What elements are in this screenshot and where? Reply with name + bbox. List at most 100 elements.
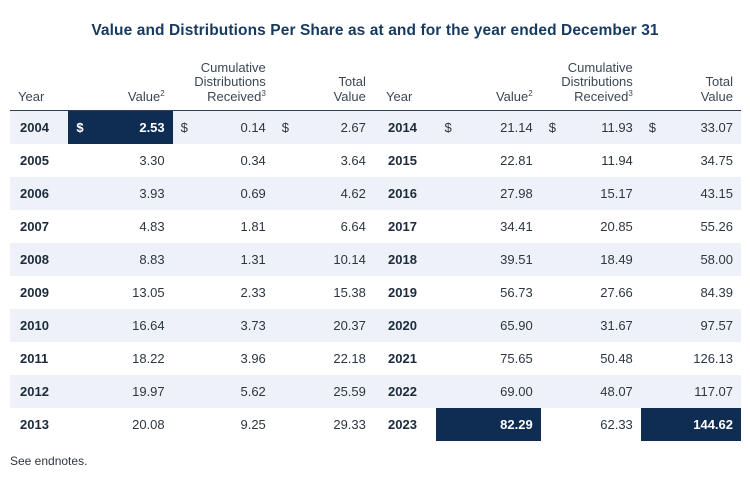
header-total-value: Total Value [333,74,366,104]
column-gap [373,143,379,177]
value-cell: 65.90 [436,308,541,342]
column-gap [373,209,379,243]
cumulative-cell: 5.62 [172,374,274,408]
value-cell: 69.00 [436,374,541,408]
year-cell: 2014 [378,110,437,144]
year-cell: 2017 [378,209,437,243]
cumulative-cell: 0.34 [172,143,274,177]
year-cell: 2009 [10,275,69,309]
header-value: Value2 [495,88,533,104]
table-row: 2007 4.83 1.81 6.64 2017 34.41 20.85 55.… [10,209,741,243]
header-total-value: Total Value [700,74,733,104]
year-cell: 2021 [378,341,437,375]
year-cell: 2006 [10,176,69,210]
value-cell: 3.30 [68,143,173,177]
total-cell: 34.75 [640,143,741,177]
year-cell: 2008 [10,242,69,276]
table-row: 2013 20.08 9.25 29.33 2023 82.29 62.33 1… [10,407,741,441]
table-body: 2004 $2.53 $0.14 $2.67 2014 $21.14 $11.9… [10,110,741,441]
column-gap [373,308,379,342]
value-cell-highlighted: 82.29 [436,407,541,441]
total-cell: 55.26 [640,209,741,243]
currency-symbol: $ [281,119,290,135]
column-gap [373,341,379,375]
header-year: Year [18,88,45,104]
currency-symbol: $ [444,119,452,135]
table-row: 2010 16.64 3.73 20.37 2020 65.90 31.67 9… [10,308,741,342]
currency-symbol: $ [76,119,84,135]
total-cell: 58.00 [640,242,741,276]
table-row: 2008 8.83 1.31 10.14 2018 39.51 18.49 58… [10,242,741,276]
column-gap [373,242,379,276]
value-cell: 18.22 [68,341,173,375]
total-cell: 15.38 [273,275,374,309]
value-cell: 75.65 [436,341,541,375]
cumulative-cell: 1.31 [172,242,274,276]
header-row: Year Value2 Cumulative Distributions Recei… [10,60,741,111]
cumulative-cell: 0.69 [172,176,274,210]
year-cell: 2012 [10,374,69,408]
value-cell: 27.98 [436,176,541,210]
value-cell: 3.93 [68,176,173,210]
cumulative-cell: 1.81 [172,209,274,243]
value-cell: 20.08 [68,407,173,441]
column-gap [373,110,379,144]
total-cell: 3.64 [273,143,374,177]
table-row: 2012 19.97 5.62 25.59 2022 69.00 48.07 1… [10,374,741,408]
year-cell: 2013 [10,407,69,441]
value-cell: 19.97 [68,374,173,408]
total-cell-highlighted: 144.62 [640,407,741,441]
cumulative-cell: 3.73 [172,308,274,342]
total-cell: 84.39 [640,275,741,309]
value-cell: 16.64 [68,308,173,342]
cumulative-cell: 9.25 [172,407,274,441]
table-row: 2004 $2.53 $0.14 $2.67 2014 $21.14 $11.9… [10,110,741,144]
value-cell: 56.73 [436,275,541,309]
cumulative-cell: 62.33 [540,407,641,441]
cumulative-cell: $0.14 [172,110,274,144]
total-cell: 43.15 [640,176,741,210]
table-row: 2005 3.30 0.34 3.64 2015 22.81 11.94 34.… [10,143,741,177]
total-cell: 10.14 [273,242,374,276]
total-cell: $33.07 [640,110,741,144]
total-cell: 6.64 [273,209,374,243]
year-cell: 2007 [10,209,69,243]
total-cell: 25.59 [273,374,374,408]
header-year: Year [386,88,413,104]
currency-symbol: $ [180,119,188,135]
column-gap [373,176,379,210]
cumulative-cell: 15.17 [540,176,641,210]
cumulative-cell: 2.33 [172,275,274,309]
currency-symbol: $ [648,119,657,135]
value-cell: 22.81 [436,143,541,177]
year-cell: 2015 [378,143,437,177]
value-cell: 39.51 [436,242,541,276]
cumulative-cell: 20.85 [540,209,641,243]
total-cell: 20.37 [273,308,374,342]
total-cell: 117.07 [640,374,741,408]
value-cell: $21.14 [436,110,541,144]
cumulative-cell: 48.07 [540,374,641,408]
value-cell: 8.83 [68,242,173,276]
table-row: 2006 3.93 0.69 4.62 2016 27.98 15.17 43.… [10,176,741,210]
footnote: See endnotes. [10,454,88,468]
total-cell: 97.57 [640,308,741,342]
year-cell: 2018 [378,242,437,276]
total-cell: 29.33 [273,407,374,441]
currency-symbol: $ [548,119,556,135]
value-cell: 13.05 [68,275,173,309]
value-cell: 34.41 [436,209,541,243]
value-distributions-table: Year Value2 Cumulative Distributions Recei… [10,60,741,441]
column-gap [373,374,379,408]
cumulative-cell: 3.96 [172,341,274,375]
year-cell: 2020 [378,308,437,342]
cumulative-cell: 27.66 [540,275,641,309]
cumulative-cell: 11.94 [540,143,641,177]
total-cell: 22.18 [273,341,374,375]
table-row: 2009 13.05 2.33 15.38 2019 56.73 27.66 8… [10,275,741,309]
year-cell: 2023 [378,407,437,441]
year-cell: 2019 [378,275,437,309]
total-cell: $2.67 [273,110,374,144]
cumulative-cell: $11.93 [540,110,641,144]
cumulative-cell: 50.48 [540,341,641,375]
